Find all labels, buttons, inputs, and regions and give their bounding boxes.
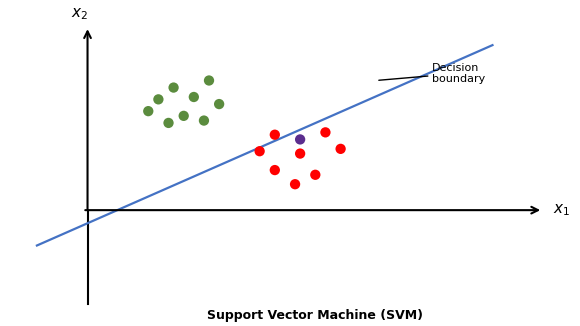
- Point: [179, 113, 188, 118]
- Point: [189, 95, 198, 100]
- Point: [154, 97, 163, 102]
- Point: [295, 137, 305, 142]
- Point: [169, 85, 178, 90]
- Text: $x_1$: $x_1$: [553, 202, 570, 218]
- Point: [270, 168, 280, 173]
- Point: [164, 120, 173, 126]
- Point: [255, 149, 264, 154]
- Point: [321, 130, 330, 135]
- Point: [144, 109, 153, 114]
- Text: Decision
boundary: Decision boundary: [379, 63, 485, 84]
- Text: Support Vector Machine (SVM): Support Vector Machine (SVM): [207, 309, 423, 322]
- Point: [311, 172, 320, 177]
- Point: [291, 182, 300, 187]
- Text: $x_2$: $x_2$: [71, 6, 89, 22]
- Point: [295, 151, 305, 156]
- Point: [204, 78, 213, 83]
- Point: [336, 146, 345, 152]
- Point: [215, 101, 224, 107]
- Point: [200, 118, 209, 123]
- Point: [270, 132, 280, 137]
